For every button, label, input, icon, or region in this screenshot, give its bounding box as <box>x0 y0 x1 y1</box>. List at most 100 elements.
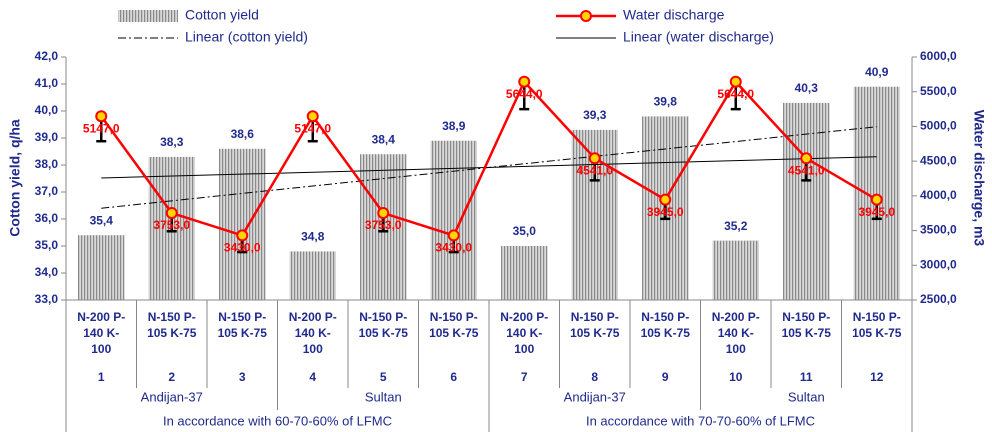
bar-value-label: 34,8 <box>301 230 325 244</box>
line-marker <box>659 193 672 206</box>
x-tick-label: 140 K- <box>718 326 754 340</box>
y-tick-label: 40,0 <box>35 103 59 117</box>
x-tick-label: N-150 P- <box>359 310 407 324</box>
bar-value-label: 38,6 <box>231 127 255 141</box>
line-marker <box>729 75 742 88</box>
variety-label: Sultan <box>365 389 402 404</box>
line-marker <box>377 207 390 220</box>
category-number: 11 <box>800 370 813 384</box>
y2-tick-label: 5500,0 <box>920 84 957 98</box>
category-number: 12 <box>870 370 884 384</box>
bar <box>430 140 478 300</box>
category-number: 6 <box>450 370 457 384</box>
y-tick-label: 38,0 <box>35 157 59 171</box>
x-tick-label: N-200 P- <box>712 310 760 324</box>
x-tick-label: N-150 P- <box>782 310 830 324</box>
y-axis-title: Cotton yield, q/ha <box>7 119 23 237</box>
line-marker <box>165 207 178 220</box>
x-tick-label: 100 <box>91 342 111 356</box>
line-marker <box>447 229 460 242</box>
x-tick-label: 105 K-75 <box>641 326 691 340</box>
line-marker <box>588 152 601 165</box>
y2-tick-label: 2500,0 <box>920 292 957 306</box>
line-marker <box>870 193 883 206</box>
bar <box>853 86 901 300</box>
x-tick-label: N-200 P- <box>289 310 337 324</box>
bar-value-label: 40,9 <box>865 65 889 79</box>
x-tick-label: N-200 P- <box>77 310 125 324</box>
x-tick-label: N-150 P- <box>148 310 196 324</box>
bar-value-label: 39,8 <box>654 95 678 109</box>
x-tick-label: 105 K-75 <box>782 326 832 340</box>
y-tick-label: 39,0 <box>35 130 59 144</box>
y2-tick-label: 4500,0 <box>920 153 957 167</box>
x-tick-label: 105 K-75 <box>218 326 268 340</box>
category-number: 5 <box>380 370 387 384</box>
x-tick-label: 105 K-75 <box>570 326 620 340</box>
y-tick-label: 33,0 <box>35 292 59 306</box>
x-tick-label: 105 K-75 <box>852 326 902 340</box>
line-marker <box>306 110 319 123</box>
line <box>100 79 878 237</box>
category-number: 9 <box>662 370 669 384</box>
line-marker <box>518 75 531 88</box>
line-marker <box>800 152 813 165</box>
x-tick-label: 140 K- <box>83 326 119 340</box>
category-number: 8 <box>591 370 598 384</box>
y2-tick-label: 5000,0 <box>920 119 957 133</box>
trendline <box>101 156 877 179</box>
bar-value-label: 38,9 <box>442 119 466 133</box>
variety-label: Andijan-37 <box>141 389 203 404</box>
x-tick-label: 100 <box>303 342 323 356</box>
y2-tick-label: 3000,0 <box>920 257 957 271</box>
line-value-label: 3753,0 <box>153 218 190 232</box>
x-tick-label: 140 K- <box>506 326 542 340</box>
line-value-label: 4541,0 <box>576 163 613 177</box>
category-number: 4 <box>309 370 316 384</box>
y-tick-label: 34,0 <box>35 265 59 279</box>
category-number: 2 <box>168 370 175 384</box>
bar <box>712 240 760 300</box>
y-tick-label: 36,0 <box>35 211 59 225</box>
legend-swatch <box>580 10 592 22</box>
bar-value-label: 35,2 <box>724 219 748 233</box>
y2-tick-label: 4000,0 <box>920 188 957 202</box>
regime-label: In accordance with 70-70-60% of LFMC <box>586 413 815 428</box>
category-number: 7 <box>521 370 528 384</box>
y2-axis-title: Water discharge, m3 <box>971 110 987 247</box>
regime-label: In accordance with 60-70-60% of LFMC <box>163 413 392 428</box>
category-number: 1 <box>98 370 105 384</box>
bar <box>500 246 548 300</box>
legend-label: Cotton yield <box>185 7 259 23</box>
bar-value-label: 35,0 <box>513 224 537 238</box>
line-value-label: 5644,0 <box>506 87 543 101</box>
x-tick-label: N-150 P- <box>853 310 901 324</box>
bar <box>77 235 125 300</box>
line-value-label: 3945,0 <box>858 205 895 219</box>
bar-value-label: 38,3 <box>160 135 184 149</box>
y2-tick-label: 3500,0 <box>920 223 957 237</box>
bar-value-label: 38,4 <box>372 132 396 146</box>
line-value-label: 3945,0 <box>647 205 684 219</box>
line-value-label: 3753,0 <box>365 218 402 232</box>
line-marker <box>236 229 249 242</box>
legend-swatch <box>118 10 178 22</box>
x-tick-label: 105 K-75 <box>359 326 409 340</box>
x-tick-label: N-150 P- <box>218 310 266 324</box>
x-tick-label: N-150 P- <box>430 310 478 324</box>
x-tick-label: 100 <box>514 342 534 356</box>
y-tick-label: 35,0 <box>35 238 59 252</box>
legend-label: Linear (water discharge) <box>623 29 774 45</box>
category-number: 3 <box>239 370 246 384</box>
line-value-label: 3430,0 <box>435 241 472 255</box>
x-tick-label: N-150 P- <box>641 310 689 324</box>
bar-value-label: 40,3 <box>795 81 819 95</box>
x-tick-label: 100 <box>726 342 746 356</box>
bar-value-label: 39,3 <box>583 108 607 122</box>
variety-label: Andijan-37 <box>564 389 626 404</box>
y-tick-label: 37,0 <box>35 184 59 198</box>
line-value-label: 3430,0 <box>224 241 261 255</box>
bar <box>218 148 266 300</box>
y-tick-label: 41,0 <box>35 76 59 90</box>
